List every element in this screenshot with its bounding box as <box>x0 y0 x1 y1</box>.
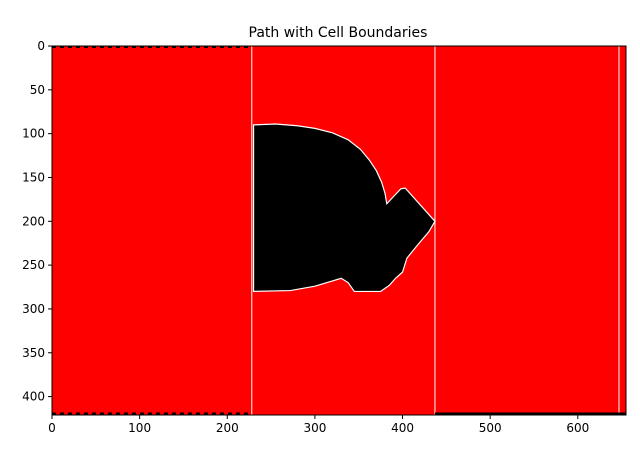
cell-edge-marks <box>52 46 626 416</box>
y-tick-label: 50 <box>30 83 45 97</box>
path-region <box>252 123 436 293</box>
x-tick-label: 500 <box>479 421 502 435</box>
cell-boundaries <box>251 46 620 415</box>
y-tick-label: 300 <box>22 302 45 316</box>
y-tick-label: 150 <box>22 170 45 184</box>
plot-frame <box>51 45 627 416</box>
y-tick-label: 350 <box>22 346 45 360</box>
x-tick-label: 300 <box>303 421 326 435</box>
y-axis: 0 50 100 150 200 250 300 350 400 <box>22 39 52 404</box>
x-tick-label: 400 <box>391 421 414 435</box>
plot-area <box>51 45 627 416</box>
y-tick-label: 250 <box>22 258 45 272</box>
chart-title: Path with Cell Boundaries <box>249 25 428 41</box>
x-tick-label: 200 <box>216 421 239 435</box>
y-tick-label: 0 <box>37 39 45 53</box>
x-tick-label: 600 <box>566 421 589 435</box>
x-tick-label: 100 <box>128 421 151 435</box>
x-tick-label: 0 <box>48 421 56 435</box>
y-tick-label: 200 <box>22 214 45 228</box>
y-tick-label: 400 <box>22 390 45 404</box>
y-tick-label: 100 <box>22 127 45 141</box>
x-axis: 0 100 200 300 400 500 600 <box>48 415 589 435</box>
